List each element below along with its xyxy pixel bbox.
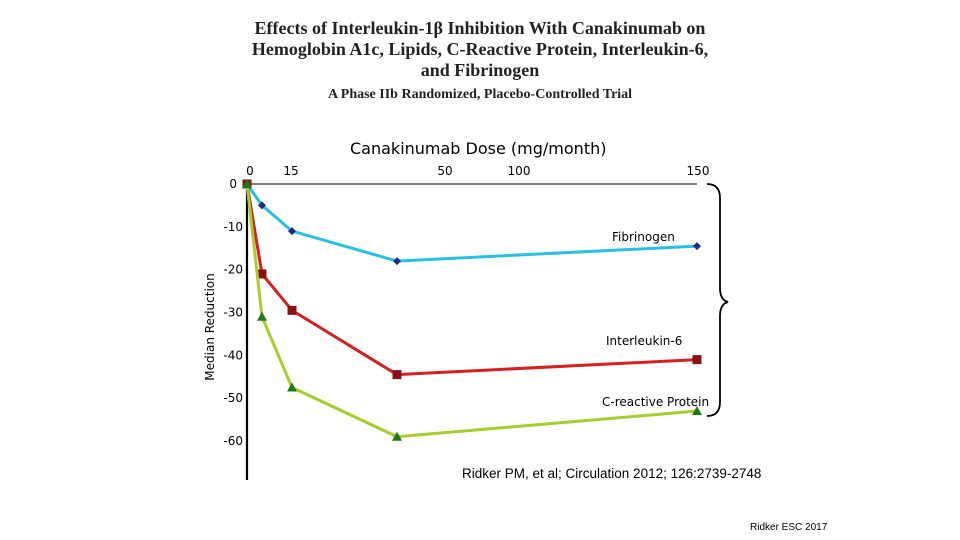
y-tick-label: -30	[223, 306, 243, 320]
x-axis-label: Canakinumab Dose (mg/month)	[350, 139, 606, 158]
series-annotation: C-reactive Protein	[602, 395, 709, 409]
data-point-square	[287, 305, 297, 315]
series-annotation: Interleukin-6	[606, 334, 682, 348]
y-axis-label: Median Reduction	[203, 273, 217, 380]
slide-title-line-3: and Fibrinogen	[420, 60, 540, 80]
x-tick-label: 0	[246, 164, 254, 178]
slide-title-line-1: Effects of Interleukin-1β Inhibition Wit…	[254, 18, 706, 38]
data-point-diamond	[393, 257, 401, 266]
x-tick-label: 100	[508, 164, 531, 178]
grouping-brace	[706, 183, 729, 417]
y-tick-label: 0	[229, 177, 237, 191]
data-point-triangle	[257, 311, 267, 321]
data-point-square	[257, 269, 267, 279]
x-tick-label: 150	[687, 164, 710, 178]
x-tick-label: 15	[283, 164, 298, 178]
data-point-diamond	[288, 227, 296, 236]
data-point-square	[392, 370, 402, 380]
data-point-diamond	[258, 201, 266, 210]
data-point-square	[692, 355, 702, 365]
series-line-0	[245, 183, 698, 263]
series-annotation: Fibrinogen	[612, 230, 675, 244]
y-tick-label: -40	[223, 348, 243, 362]
footer-note: Ridker ESC 2017	[750, 522, 828, 533]
y-tick-label: -20	[223, 263, 243, 277]
slide-title-line-2: Hemoglobin A1c, Lipids, C-Reactive Prote…	[251, 39, 709, 59]
data-point-triangle	[287, 382, 297, 392]
data-point-triangle	[242, 179, 252, 188]
y-tick-label: -60	[223, 434, 243, 448]
data-point-triangle	[392, 431, 402, 441]
data-point-diamond	[693, 242, 701, 251]
data-point-triangle	[692, 406, 702, 416]
title-block: Effects of Interleukin-1β Inhibition Wit…	[200, 18, 760, 103]
y-tick-label: -50	[223, 391, 243, 405]
y-tick-label: -10	[223, 220, 243, 234]
citation: Ridker PM, et al; Circulation 2012; 126:…	[462, 466, 762, 481]
slide-subtitle: A Phase IIb Randomized, Placebo-Controll…	[327, 87, 633, 102]
x-tick-label: 50	[437, 164, 452, 178]
